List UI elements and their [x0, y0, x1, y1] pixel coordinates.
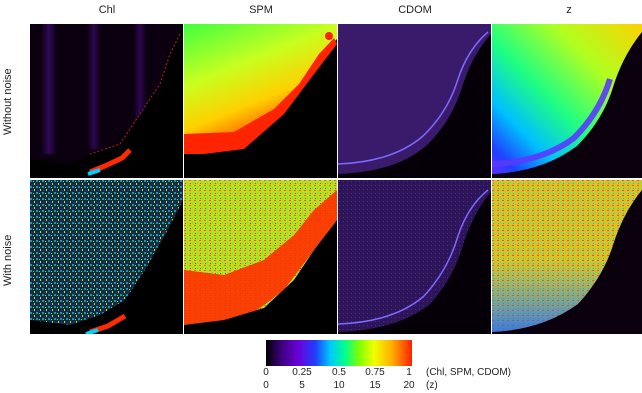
tick-depth-2: 10 — [333, 380, 345, 391]
panel-chl-without-noise — [30, 24, 183, 178]
row-label-with-noise: With noise — [2, 234, 14, 286]
cdom-map-image — [338, 24, 491, 178]
panel-spm-with-noise — [184, 180, 337, 334]
tick-fraction-1: 0.25 — [292, 367, 312, 378]
column-title-chl: Chl — [98, 4, 116, 16]
cdom-noisy-map-image — [338, 180, 491, 334]
colorbar — [266, 340, 412, 366]
chl-map-image — [30, 24, 183, 178]
spm-map-image — [184, 24, 337, 178]
row-label-without-noise: Without noise — [2, 68, 14, 136]
column-title-cdom: CDOM — [398, 4, 432, 16]
tick-fraction-4: 1 — [406, 367, 412, 378]
panel-cdom-with-noise — [338, 180, 491, 334]
panel-cdom-without-noise — [338, 24, 491, 178]
tick-depth-3: 15 — [369, 380, 381, 391]
tick-depth-1: 5 — [299, 380, 305, 391]
tick-fraction-2: 0.5 — [332, 367, 346, 378]
z-map-image — [492, 24, 642, 178]
tick-depth-0: 0 — [263, 380, 269, 391]
panel-spm-without-noise — [184, 24, 337, 178]
colorbar-label-depth: (z) — [426, 380, 438, 391]
column-title-spm: SPM — [249, 4, 273, 16]
tick-depth-4: 20 — [403, 380, 415, 391]
spm-noisy-map-image — [184, 180, 337, 334]
panel-z-with-noise — [492, 180, 642, 334]
z-noisy-map-image — [492, 180, 642, 334]
tick-fraction-3: 0.75 — [365, 367, 385, 378]
column-title-z: z — [566, 4, 572, 16]
panel-chl-with-noise — [30, 180, 183, 334]
colorbar-label-fraction: (Chl, SPM, CDOM) — [426, 367, 511, 378]
tick-fraction-0: 0 — [263, 367, 269, 378]
image-grid — [30, 24, 642, 340]
chl-noisy-map-image — [30, 180, 183, 334]
panel-z-without-noise — [492, 24, 642, 178]
